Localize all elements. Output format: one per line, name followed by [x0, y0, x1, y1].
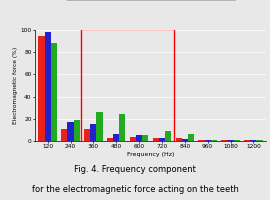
Bar: [90, 124, 96, 141]
Bar: [211, 140, 217, 141]
Bar: [113, 134, 119, 141]
Bar: [45, 32, 51, 141]
Bar: [182, 139, 188, 141]
Text: for the electromagnetic force acting on the teeth: for the electromagnetic force acting on …: [32, 184, 238, 194]
Bar: [176, 138, 182, 141]
Bar: [256, 140, 263, 141]
Bar: [153, 138, 159, 141]
Bar: [96, 112, 103, 141]
Bar: [107, 138, 113, 141]
Bar: [119, 114, 126, 141]
Bar: [61, 129, 68, 141]
Bar: [84, 129, 90, 141]
Bar: [68, 122, 74, 141]
Bar: [142, 135, 148, 141]
Bar: [165, 131, 171, 141]
Bar: [198, 140, 205, 141]
Bar: [81, 29, 174, 142]
Bar: [188, 134, 194, 141]
X-axis label: Frequency (Hz): Frequency (Hz): [127, 152, 174, 157]
Bar: [221, 140, 227, 141]
Y-axis label: Electromagnetic force (%): Electromagnetic force (%): [13, 47, 18, 124]
Bar: [74, 120, 80, 141]
Bar: [51, 43, 57, 141]
Bar: [244, 140, 250, 141]
Bar: [250, 140, 256, 141]
Bar: [38, 36, 45, 141]
Bar: [234, 140, 240, 141]
Bar: [227, 140, 234, 141]
Bar: [205, 140, 211, 141]
Bar: [130, 137, 136, 141]
Bar: [136, 135, 142, 141]
Text: Fig. 4. Frequency component: Fig. 4. Frequency component: [74, 164, 196, 173]
Bar: [159, 138, 165, 141]
